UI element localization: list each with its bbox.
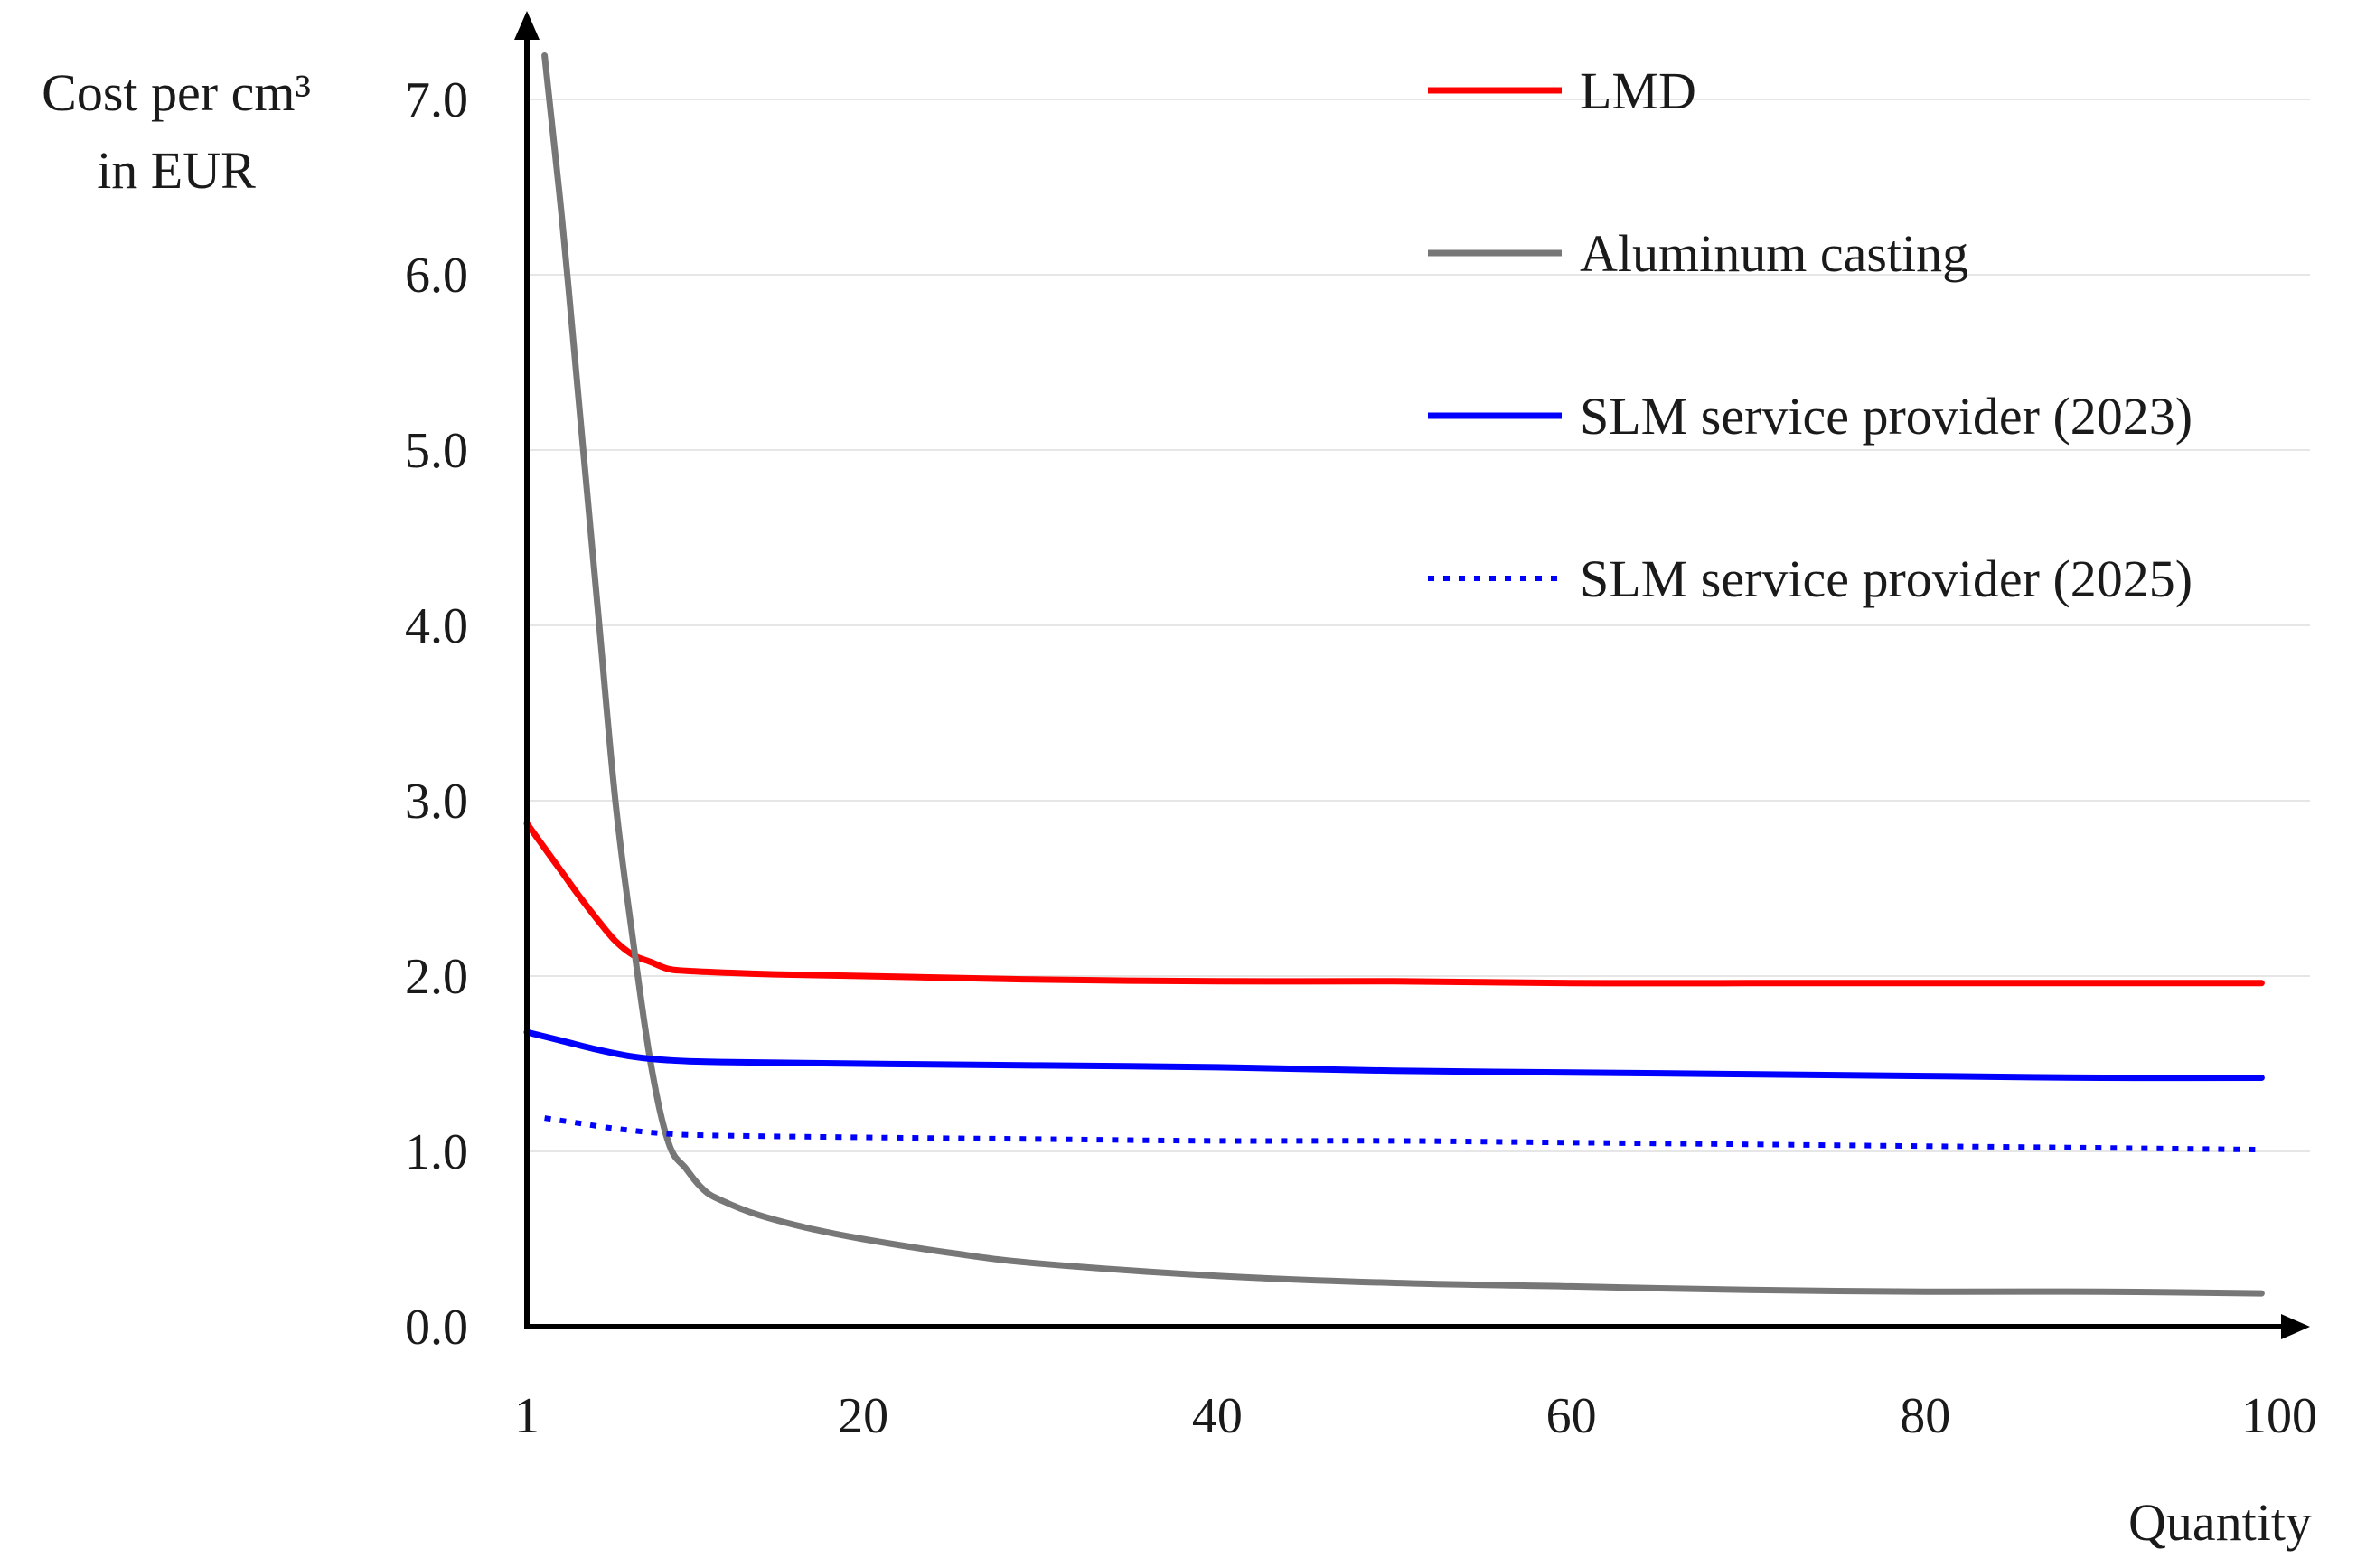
- y-tick-label-7-0: 7.0: [405, 72, 468, 128]
- y-tick-label-1-0: 1.0: [405, 1124, 468, 1180]
- series-line-slm-service-provider-2025: [544, 1115, 2262, 1153]
- series-line-lmd: [523, 820, 2265, 987]
- axes-layer: [514, 11, 2310, 1339]
- legend-label-slm-service-provider-2025: SLM service provider (2025): [1580, 549, 2193, 608]
- y-tick-label-2-0: 2.0: [405, 949, 468, 1005]
- grid-layer: [527, 99, 2310, 1152]
- legend-label-lmd: LMD: [1580, 61, 1696, 120]
- legend-label-aluminum-casting: Aluminum casting: [1580, 224, 1968, 283]
- x-axis-arrowhead: [2281, 1314, 2310, 1339]
- x-tick-label-80: 80: [1900, 1388, 1950, 1444]
- tick-label-layer: 0.0 1.0 2.0 3.0 4.0 5.0 6.0 7.0 1 20 40 60 80 100: [405, 72, 2317, 1444]
- y-tick-label-6-0: 6.0: [405, 248, 468, 304]
- x-tick-label-100: 100: [2241, 1388, 2317, 1444]
- x-tick-label-40: 40: [1192, 1388, 1243, 1444]
- series-line-slm-service-provider-2023: [523, 1028, 2265, 1082]
- x-tick-label-20: 20: [838, 1388, 888, 1444]
- y-tick-label-3-0: 3.0: [405, 774, 468, 830]
- series-layer: [523, 52, 2265, 1297]
- x-axis-label: Quantity: [2128, 1493, 2312, 1552]
- x-tick-label-1: 1: [514, 1388, 540, 1444]
- y-tick-label-5-0: 5.0: [405, 423, 468, 479]
- y-axis-arrowhead: [514, 11, 540, 40]
- x-tick-label-60: 60: [1546, 1388, 1597, 1444]
- y-axis-label-line2: in EUR: [97, 141, 256, 200]
- legend: LMD Aluminum casting SLM service provider …: [1428, 61, 2193, 608]
- legend-label-slm-service-provider-2023: SLM service provider (2023): [1580, 387, 2193, 446]
- series-line-aluminum-casting: [541, 52, 2265, 1297]
- y-tick-label-0-0: 0.0: [405, 1300, 468, 1356]
- y-tick-label-4-0: 4.0: [405, 598, 468, 654]
- y-axis-label-line1: Cost per cm³: [42, 63, 311, 122]
